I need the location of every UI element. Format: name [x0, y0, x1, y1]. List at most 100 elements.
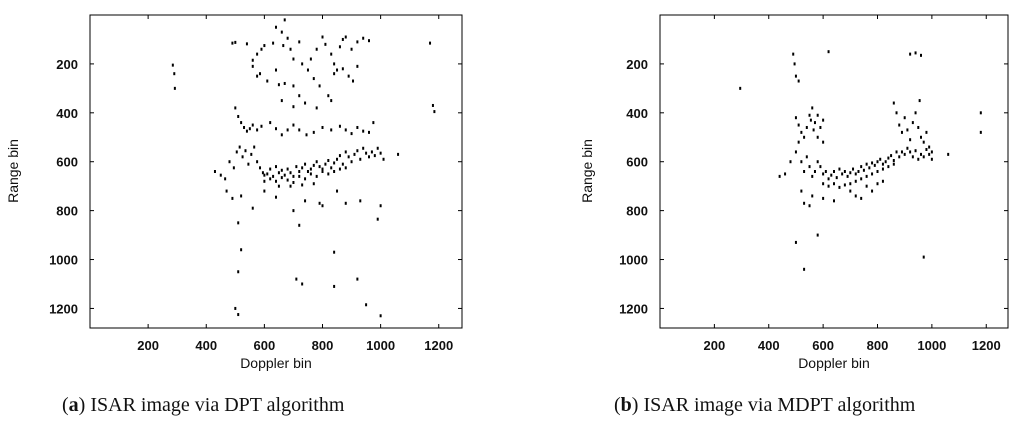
scatter-point [865, 184, 868, 188]
scatter-point [898, 155, 901, 159]
scatter-point [336, 157, 339, 161]
scatter-point [280, 176, 283, 180]
scatter-point [854, 172, 857, 176]
scatter-point [277, 184, 280, 188]
scatter-point [292, 174, 295, 178]
scatter-point [289, 47, 292, 51]
y-tick-label: 200 [56, 57, 78, 72]
scatter-point [260, 47, 263, 51]
scatter-point [269, 121, 272, 125]
scatter-point [797, 140, 800, 144]
y-tick-label: 1000 [619, 253, 648, 268]
scatter-point [911, 155, 914, 159]
scatter-point [318, 84, 321, 88]
scatter-point [277, 171, 280, 175]
scatter-point [431, 103, 434, 107]
scatter-point [251, 206, 254, 210]
scatter-point [309, 57, 312, 61]
scatter-point [298, 94, 301, 98]
scatter-point [841, 172, 844, 176]
scatter-point [928, 145, 931, 149]
scatter-point [376, 217, 379, 221]
scatter-point [295, 165, 298, 169]
scatter-point [330, 52, 333, 56]
scatter-point [244, 149, 247, 153]
scatter-point [282, 44, 285, 48]
scatter-point [822, 196, 825, 200]
scatter-point [900, 150, 903, 154]
scatter-point [849, 189, 852, 193]
scatter-point [312, 163, 315, 167]
scatter-point [356, 125, 359, 129]
plot-frame-a [89, 14, 463, 329]
scatter-point [368, 155, 370, 159]
scatter-point [263, 179, 266, 183]
scatter-point [286, 36, 289, 40]
scatter-point [865, 174, 868, 178]
scatter-point [797, 79, 800, 83]
scatter-point [272, 174, 275, 178]
scatter-point [808, 165, 811, 169]
scatter-point [356, 149, 359, 153]
scatter-point [237, 313, 240, 317]
scatter-point [283, 81, 286, 85]
scatter-point [816, 113, 819, 117]
scatter-point [903, 152, 906, 156]
scatter-point [368, 39, 370, 43]
scatter-point [298, 128, 301, 132]
scatter-point [356, 277, 359, 281]
scatter-point [338, 167, 341, 171]
scatter-point [898, 123, 901, 127]
scatter-point [947, 152, 950, 156]
scatter-point [811, 174, 814, 178]
scatter-point [305, 133, 308, 137]
scatter-point [241, 155, 244, 159]
scatter-point [881, 179, 884, 183]
scatter-point [833, 182, 835, 186]
scatter-point [903, 116, 906, 120]
scatter-point [871, 161, 874, 165]
scatter-point [838, 185, 841, 189]
scatter-point [301, 62, 304, 66]
caption-label-a: a [68, 394, 79, 416]
scatter-point [231, 41, 234, 45]
scatter-point [876, 182, 879, 186]
scatter-point [213, 170, 216, 173]
scatter-point [833, 170, 835, 173]
scatter-point [240, 194, 243, 198]
scatter-point [778, 174, 781, 178]
scatter-point [917, 157, 920, 161]
x-tick-label: 1000 [917, 338, 946, 353]
scatter-point [352, 79, 355, 83]
scatter-point [286, 178, 289, 182]
scatter-point [248, 127, 251, 131]
scatter-point [362, 146, 365, 150]
scatter-point [784, 172, 787, 176]
scatter-point [341, 37, 344, 41]
scatter-point [979, 130, 982, 134]
scatter-point [251, 58, 254, 62]
scatter-point [304, 101, 307, 105]
scatter-point [251, 123, 254, 127]
scatter-point [327, 94, 330, 98]
scatter-point [318, 201, 321, 205]
x-tick-label: 400 [758, 338, 780, 353]
scatter-point [794, 74, 797, 78]
scatter-point [292, 84, 295, 88]
scatter-point [327, 158, 330, 162]
scatter-point [286, 167, 289, 171]
y-tick-label: 1000 [49, 253, 78, 268]
scatter-point [304, 177, 307, 181]
scatter-point [793, 62, 796, 66]
y-tick-label: 800 [626, 204, 648, 219]
scatter-point [849, 171, 852, 175]
caption-b: (b) ISAR image via MDPT algorithm [614, 394, 916, 416]
scatter-point [245, 129, 248, 133]
scatter-point [280, 133, 283, 137]
scatter-point [327, 172, 330, 176]
scatter-point [171, 63, 174, 67]
scatter-point [251, 64, 254, 68]
scatter-point [803, 201, 806, 205]
scatter-point [256, 128, 259, 132]
scatter-point [224, 177, 227, 181]
